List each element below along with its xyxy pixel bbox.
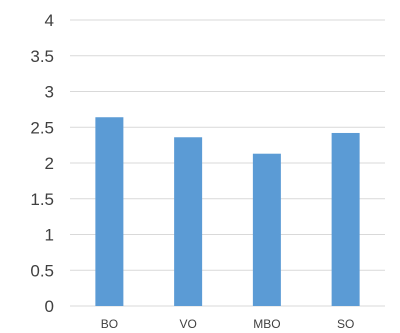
x-tick-label: BO [101,317,118,331]
y-tick-label: 3.5 [30,47,54,66]
bars [95,117,360,307]
x-tick-label: MBO [253,317,280,331]
x-axis-tick-labels: BO VO MBO SO [101,317,355,331]
x-tick-label: SO [337,317,354,331]
y-tick-label: 3 [45,83,54,102]
y-tick-label: 2 [45,154,54,173]
bar-bo [95,117,124,307]
y-tick-label: 0 [45,297,54,316]
y-axis-tick-labels: 0 0.5 1 1.5 2 2.5 3 3.5 4 [30,11,54,316]
y-tick-label: 1.5 [30,190,54,209]
y-tick-label: 2.5 [30,118,54,137]
bar-vo [174,137,203,306]
bar-mbo [252,153,281,306]
y-tick-label: 1 [45,226,54,245]
y-tick-label: 0.5 [30,261,54,280]
y-tick-label: 4 [45,11,54,30]
bar-so [331,132,360,306]
x-tick-label: VO [179,317,196,331]
